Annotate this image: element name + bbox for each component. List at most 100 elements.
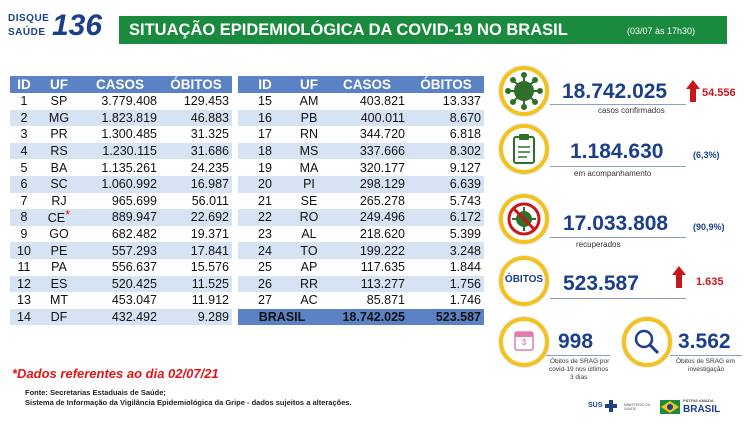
up-arrow-icon (686, 80, 700, 102)
cell-obitos: 11.912 (191, 293, 229, 308)
cell-id: 25 (258, 260, 272, 275)
cell-obitos: 31.325 (190, 127, 229, 142)
cell-obitos: 129.453 (183, 94, 229, 109)
calendar-icon (514, 331, 534, 351)
patria-label: PÁTRIA AMADA (683, 398, 714, 403)
cell-casos: 3.779.408 (101, 94, 157, 109)
logo-line1: DISQUE (8, 13, 50, 24)
confirmed-label: casos confirmados (598, 106, 665, 115)
cell-obitos: 13.337 (442, 94, 481, 109)
recovered-label: recuperados (576, 240, 621, 249)
cell-casos: 432.492 (80, 308, 160, 326)
cell-casos: 556.637 (111, 260, 157, 275)
table-row: 26 RR 113.277 1.756 (238, 275, 484, 293)
cell-id: 15 (258, 94, 272, 109)
table-row: 22 RO 249.496 6.172 (238, 209, 484, 226)
table-row: 9 GO 682.482 19.371 (10, 226, 232, 243)
cell-uf: PR (50, 127, 68, 142)
source-line1: Fonte: Secretarias Estaduais de Saúde; (25, 388, 166, 397)
table-row: 8 CE* 889.947 22.692 (10, 207, 232, 226)
disque-saude-logo: DISQUE SAÚDE 136 (6, 9, 110, 47)
col-obitos: ÓBITOS (408, 76, 484, 93)
cell-obitos: 46.883 (160, 109, 232, 127)
clipboard-icon (513, 134, 535, 164)
cell-casos: 1.060.992 (80, 175, 160, 193)
cell-uf: SC (38, 175, 80, 193)
table-row: 7 RJ 965.699 56.011 (10, 193, 232, 210)
cell-casos: 965.699 (111, 193, 157, 208)
cell-id: 26 (238, 275, 292, 293)
srag-3days-label1: Óbitos de SRAG por (550, 358, 610, 365)
cell-id: 23 (258, 227, 272, 242)
cell-uf: MG (38, 109, 80, 127)
cell-uf: SP (50, 94, 68, 109)
divider (550, 166, 686, 167)
sus-cross-icon (605, 400, 617, 412)
cell-casos: 520.425 (80, 275, 160, 293)
cell-id: 16 (238, 109, 292, 127)
source-note: Fonte: Secretarias Estaduais de Saúde; S… (25, 388, 352, 408)
cell-obitos: 19.371 (190, 227, 229, 242)
cell-uf: CE* (38, 207, 80, 226)
cell-id: 4 (10, 142, 38, 160)
cell-id: 12 (10, 275, 38, 293)
col-uf: UF (292, 76, 326, 93)
cell-obitos: 5.743 (449, 193, 481, 208)
cell-casos: 199.222 (326, 242, 408, 259)
table-row: 27 AC 85.871 1.746 (238, 292, 484, 309)
cell-obitos: 6.172 (408, 209, 484, 226)
table-row: 20 PI 298.129 6.639 (238, 175, 484, 193)
brasil-label: BRASIL (683, 404, 721, 415)
cell-uf: AM (299, 94, 319, 109)
sus-logo: SUS (588, 402, 603, 409)
cell-id: 5 (20, 160, 28, 175)
divider (550, 237, 686, 238)
page-title: SITUAÇÃO EPIDEMIOLÓGICA DA COVID-19 NO B… (129, 21, 568, 39)
cell-id: 1 (20, 94, 28, 109)
divider (546, 355, 610, 356)
cell-uf: PE (38, 242, 80, 259)
srag-3days-label3: 3 dias (570, 374, 588, 381)
cell-id: 17 (258, 127, 272, 142)
cell-id: 10 (10, 242, 38, 259)
magnifier-icon-circle (622, 317, 672, 367)
confirmed-value: 18.742.025 (562, 80, 668, 103)
srag-investigation-label1: Óbitos de SRAG em (676, 358, 735, 365)
cell-casos: 682.482 (111, 227, 157, 242)
cell-obitos: 8.302 (408, 142, 484, 160)
monitoring-value: 1.184.630 (570, 140, 664, 163)
calendar-number: 3 (521, 338, 527, 347)
col-obitos: ÓBITOS (160, 76, 232, 93)
cell-uf: AL (301, 227, 317, 242)
cell-obitos: 24.235 (190, 160, 229, 175)
deaths-badge-circle: ÓBITOS (499, 256, 549, 306)
logo-number: 136 (52, 9, 103, 42)
recovered-pct: (90,9%) (693, 222, 725, 232)
cell-casos: 403.821 (359, 94, 405, 109)
cell-casos: 298.129 (326, 175, 408, 193)
total-obitos: 523.587 (408, 308, 484, 326)
cell-uf: BA (50, 160, 68, 175)
cell-uf: RR (292, 275, 326, 293)
cell-id: 6 (10, 175, 38, 193)
srag-investigation-label2: investigação (688, 366, 725, 373)
cell-uf: PB (292, 109, 326, 127)
header: DISQUE SAÚDE 136 SITUAÇÃO EPIDEMIOLÓGICA… (0, 0, 754, 56)
table-row: 14 DF 432.492 9.289 (10, 308, 232, 326)
cell-casos: 1.135.261 (101, 160, 157, 175)
cell-id: 22 (238, 209, 292, 226)
calendar-icon-circle: 3 (499, 317, 549, 367)
cell-casos: 249.496 (326, 209, 408, 226)
cell-casos: 1.823.819 (80, 109, 160, 127)
cell-obitos: 1.746 (449, 293, 481, 308)
table-row: 21 SE 265.278 5.743 (238, 193, 484, 210)
total-label: BRASIL (238, 308, 326, 326)
recovered-value: 17.033.808 (563, 212, 669, 235)
cell-casos: 1.300.485 (101, 127, 157, 142)
table-row: 10 PE 557.293 17.841 (10, 242, 232, 259)
cell-obitos: 9.289 (160, 308, 232, 326)
cell-uf: TO (292, 242, 326, 259)
magnifier-icon (634, 329, 660, 355)
up-arrow-icon (672, 266, 686, 288)
update-date: (03/07 às 17h30) (627, 26, 696, 36)
